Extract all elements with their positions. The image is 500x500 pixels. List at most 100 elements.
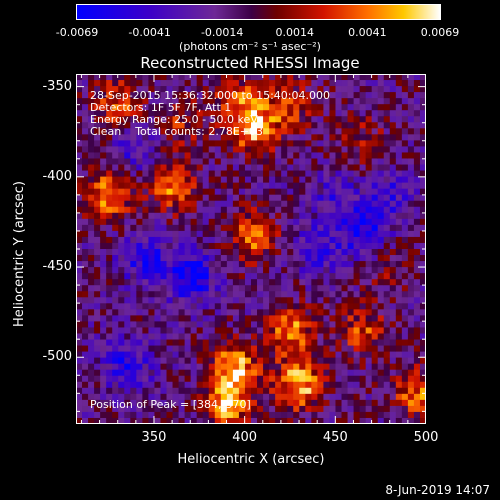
heatmap-cell — [299, 261, 306, 268]
heatmap-cell — [323, 315, 330, 322]
heatmap-cell — [208, 188, 216, 196]
heatmap-cell — [160, 297, 167, 304]
heatmap-cell — [293, 405, 300, 413]
heatmap-cell — [220, 381, 228, 389]
heatmap-cell — [100, 194, 107, 202]
heatmap-cell — [82, 140, 89, 147]
heatmap-cell — [275, 411, 282, 419]
heatmap-cell — [323, 261, 330, 268]
heatmap-cell — [293, 110, 300, 117]
heatmap-cell — [148, 128, 155, 135]
heatmap-cell — [263, 212, 270, 220]
heatmap-cell — [401, 134, 409, 141]
heatmap-cell — [226, 122, 234, 129]
heatmap-cell — [220, 194, 228, 202]
heatmap-cell — [178, 297, 186, 304]
heatmap-cell — [226, 74, 234, 81]
heatmap-cell — [293, 351, 300, 359]
heatmap-cell — [220, 230, 228, 238]
heatmap-cell — [196, 291, 204, 298]
heatmap-cell — [118, 357, 125, 365]
heatmap-cell — [226, 152, 234, 159]
heatmap-cell — [100, 261, 107, 268]
heatmap-cell — [323, 110, 330, 117]
heatmap-cell — [263, 369, 270, 377]
heatmap-cell — [148, 345, 155, 352]
heatmap-cell — [196, 230, 204, 238]
heatmap-cell — [389, 98, 397, 105]
heatmap-cell — [305, 405, 312, 413]
heatmap-cell — [112, 164, 119, 171]
heatmap-cell — [371, 140, 379, 147]
heatmap-cell — [251, 357, 258, 365]
heatmap-cell — [148, 212, 155, 220]
heatmap-cell — [263, 164, 270, 171]
heatmap-cell — [160, 242, 167, 250]
heatmap-cell — [238, 345, 246, 352]
heatmap-cell — [238, 104, 246, 111]
heatmap-cell — [118, 375, 125, 383]
heatmap-cell — [76, 236, 83, 244]
heatmap-cell — [383, 339, 391, 346]
heatmap-cell — [413, 86, 421, 93]
heatmap-cell — [257, 249, 264, 256]
heatmap-cell — [329, 417, 336, 424]
heatmap-cell — [226, 242, 234, 250]
heatmap-cell — [311, 218, 318, 226]
heatmap-cell — [335, 80, 342, 87]
heatmap-cell — [251, 279, 258, 286]
heatmap-cell — [154, 212, 161, 220]
heatmap-cell — [365, 285, 373, 292]
heatmap-cell — [190, 152, 198, 159]
heatmap-cell — [118, 285, 125, 292]
heatmap-cell — [413, 230, 421, 238]
heatmap-cell — [190, 206, 198, 214]
heatmap-cell — [142, 104, 149, 111]
heatmap-cell — [269, 351, 276, 359]
heatmap-cell — [82, 285, 89, 292]
heatmap-cell — [329, 297, 336, 304]
heatmap-cell — [275, 249, 282, 256]
heatmap-cell — [88, 261, 95, 268]
heatmap-cell — [371, 327, 379, 334]
heatmap-cell — [281, 255, 288, 262]
colorbar-unit-label: (photons cm⁻² s⁻¹ asec⁻²) — [179, 40, 321, 53]
heatmap-cell — [178, 369, 186, 377]
heatmap-cell — [178, 98, 186, 105]
heatmap-cell — [329, 363, 336, 371]
heatmap-cell — [305, 411, 312, 419]
heatmap-cell — [347, 381, 354, 389]
heatmap-cell — [317, 74, 324, 81]
heatmap-cell — [347, 387, 354, 395]
heatmap-cell — [311, 182, 318, 190]
heatmap-cell — [220, 255, 228, 262]
heatmap-cell — [275, 279, 282, 286]
heatmap-cell — [401, 116, 409, 123]
heatmap-cell — [359, 170, 367, 177]
heatmap-cell — [371, 291, 379, 298]
heatmap-cell — [220, 146, 228, 153]
heatmap-cell — [419, 297, 426, 304]
heatmap-cell — [112, 297, 119, 304]
heatmap-cell — [244, 333, 252, 340]
heatmap-cell — [263, 279, 270, 286]
heatmap-cell — [275, 236, 282, 244]
heatmap-cell — [407, 333, 415, 340]
heatmap-cell — [341, 381, 348, 389]
heatmap-cell — [401, 80, 409, 87]
heatmap-cell — [82, 122, 89, 129]
heatmap-cell — [172, 86, 179, 93]
heatmap-cell — [365, 387, 373, 395]
heatmap-cell — [281, 279, 288, 286]
heatmap-cell — [275, 212, 282, 220]
heatmap-cell — [118, 267, 125, 274]
heatmap-cell — [238, 417, 246, 424]
heatmap-cell — [172, 267, 179, 274]
heatmap-cell — [365, 267, 373, 274]
heatmap-cell — [220, 405, 228, 413]
heatmap-cell — [299, 279, 306, 286]
heatmap-cell — [124, 387, 131, 395]
heatmap-cell — [160, 140, 167, 147]
heatmap-cell — [142, 158, 149, 165]
heatmap-cell — [305, 146, 312, 153]
